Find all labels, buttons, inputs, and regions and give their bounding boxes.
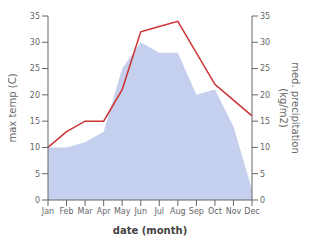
svg-text:med. precipitation(kg/m2): med. precipitation(kg/m2) (278, 62, 301, 154)
svg-text:Sep: Sep (189, 207, 204, 216)
svg-text:date (month): date (month) (113, 225, 187, 236)
svg-text:30: 30 (30, 38, 40, 47)
svg-text:30: 30 (260, 38, 270, 47)
svg-text:15: 15 (260, 117, 270, 126)
svg-text:20: 20 (260, 91, 270, 100)
svg-text:Oct: Oct (208, 207, 222, 216)
svg-text:Apr: Apr (97, 207, 112, 216)
svg-text:Aug: Aug (170, 207, 186, 216)
svg-text:Mar: Mar (78, 207, 94, 216)
svg-text:25: 25 (30, 64, 40, 73)
svg-text:35: 35 (30, 12, 40, 21)
svg-text:Dec: Dec (244, 207, 259, 216)
svg-text:May: May (114, 207, 131, 216)
svg-text:Jul: Jul (153, 207, 164, 216)
svg-text:15: 15 (30, 117, 40, 126)
svg-text:10: 10 (30, 143, 40, 152)
svg-text:0: 0 (260, 196, 265, 205)
svg-text:25: 25 (260, 64, 270, 73)
svg-text:max temp (C): max temp (C) (8, 73, 18, 142)
svg-text:Nov: Nov (226, 207, 242, 216)
svg-text:10: 10 (260, 143, 270, 152)
svg-text:Jun: Jun (133, 207, 147, 216)
svg-text:5: 5 (35, 170, 40, 179)
svg-text:Jan: Jan (41, 207, 54, 216)
svg-text:5: 5 (260, 170, 265, 179)
svg-text:Feb: Feb (59, 207, 73, 216)
svg-text:0: 0 (35, 196, 40, 205)
svg-text:20: 20 (30, 91, 40, 100)
svg-text:35: 35 (260, 12, 270, 21)
